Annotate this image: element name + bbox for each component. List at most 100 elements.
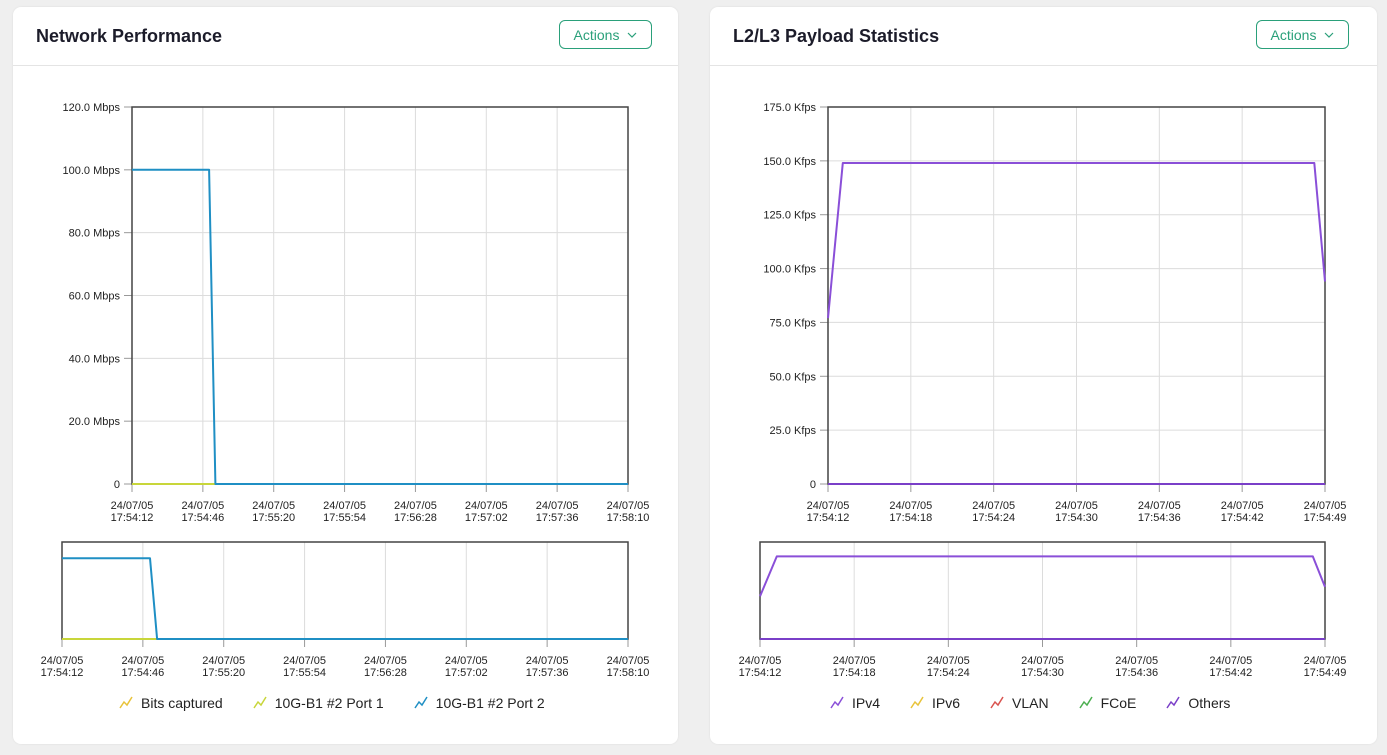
y-tick-label: 0 [810, 479, 816, 491]
x-tick-label: 24/07/05 [202, 655, 245, 667]
main-panel: 0 20.0 Mbps 40.0 Mbps 60.0 Mbps 80.0 Mbps 100… [63, 102, 650, 524]
line-series-icon [1166, 696, 1181, 709]
series-line-10g-b1-2-port-2 [132, 168, 628, 485]
x-tick-label: 17:55:54 [323, 512, 366, 524]
legend-item[interactable]: Bits captured [119, 695, 223, 711]
legend-item[interactable]: IPv4 [830, 695, 880, 711]
x-tick-label: 24/07/05 [283, 655, 326, 667]
x-tick-label: 24/07/05 [972, 500, 1015, 512]
legend-item[interactable]: IPv6 [910, 695, 960, 711]
y-tick-label: 125.0 Kfps [763, 210, 816, 222]
legend-item[interactable]: FCoE [1078, 695, 1137, 711]
x-tick-label: 17:54:30 [1021, 667, 1064, 679]
chevron-down-icon [628, 32, 637, 38]
x-tick-label: 17:54:18 [833, 667, 876, 679]
x-tick-label: 17:54:46 [181, 512, 224, 524]
x-tick-label: 17:54:24 [972, 512, 1015, 524]
x-tick-label: 24/07/05 [1221, 500, 1264, 512]
series-line-ipv4 [759, 555, 1326, 597]
y-tick-label: 0 [114, 479, 120, 491]
x-tick-label: 24/07/05 [323, 500, 366, 512]
x-tick-label: 24/07/05 [1304, 500, 1347, 512]
legend-item[interactable]: 10G-B1 #2 Port 2 [414, 695, 545, 711]
x-tick-label: 24/07/05 [394, 500, 437, 512]
x-tick-label: 17:54:42 [1221, 512, 1264, 524]
card-header: L2/L3 Payload Statistics Actions [710, 7, 1377, 66]
series-line-10g-b1-2-port-2 [62, 557, 628, 640]
legend-label: FCoE [1100, 695, 1137, 711]
x-tick-label: 17:56:28 [394, 512, 437, 524]
series-line-ipv4 [827, 162, 1326, 319]
x-tick-label: 17:54:24 [927, 667, 970, 679]
x-tick-label: 24/07/05 [1115, 655, 1158, 667]
legend-item[interactable]: 10G-B1 #2 Port 1 [253, 695, 384, 711]
y-tick-label: 175.0 Kfps [763, 102, 816, 114]
line-series-icon [1078, 696, 1093, 709]
payload-statistics-card: L2/L3 Payload Statistics Actions 0 25.0 K… [710, 7, 1377, 744]
x-tick-label: 24/07/05 [536, 500, 579, 512]
x-tick-label: 24/07/05 [1209, 655, 1252, 667]
x-tick-label: 24/07/05 [1138, 500, 1181, 512]
x-tick-label: 24/07/05 [121, 655, 164, 667]
x-tick-label: 24/07/05 [445, 655, 488, 667]
x-tick-label: 17:57:02 [445, 667, 488, 679]
chevron-down-icon [1325, 32, 1334, 38]
x-tick-label: 17:57:36 [536, 512, 579, 524]
line-series-icon [253, 696, 267, 709]
x-tick-label: 24/07/05 [607, 655, 650, 667]
legend-label: VLAN [1012, 695, 1049, 711]
x-tick-label: 24/07/05 [111, 500, 154, 512]
legend-item[interactable]: Others [1166, 695, 1230, 711]
x-tick-label: 24/07/05 [364, 655, 407, 667]
main-panel: 0 25.0 Kfps 50.0 Kfps 75.0 Kfps 100.0 Kfps 12… [763, 102, 1346, 524]
line-series-icon [910, 696, 924, 709]
x-tick-label: 17:57:36 [526, 667, 569, 679]
x-tick-label: 24/07/05 [807, 500, 850, 512]
payload-statistics-chart: 0 25.0 Kfps 50.0 Kfps 75.0 Kfps 100.0 Kfps 12… [739, 102, 1347, 679]
x-tick-label: 17:55:54 [283, 667, 326, 679]
card-title: Network Performance [36, 26, 223, 46]
line-series-icon [119, 696, 133, 709]
line-series-icon [990, 696, 1004, 709]
actions-button[interactable]: Actions [1256, 20, 1349, 49]
actions-label: Actions [573, 26, 620, 43]
x-tick-label: 17:54:42 [1209, 667, 1252, 679]
x-tick-label: 17:54:49 [1304, 512, 1347, 524]
x-tick-label: 17:54:12 [807, 512, 850, 524]
x-tick-label: 17:54:46 [121, 667, 164, 679]
y-tick-label: 120.0 Mbps [63, 102, 121, 114]
x-tick-label: 24/07/05 [526, 655, 569, 667]
network-performance-card: Network Performance Actions 0 20.0 Mbps 40… [13, 7, 678, 744]
line-series-icon [414, 696, 428, 709]
y-tick-label: 75.0 Kfps [770, 317, 817, 329]
x-tick-label: 24/07/05 [1021, 655, 1064, 667]
x-tick-label: 17:54:12 [739, 667, 782, 679]
x-tick-label: 24/07/05 [607, 500, 650, 512]
card-header: Network Performance Actions [13, 7, 678, 66]
x-tick-label: 17:57:02 [465, 512, 508, 524]
plot-frame [61, 541, 629, 640]
legend-label: Bits captured [141, 695, 223, 711]
x-tick-label: 17:54:49 [1304, 667, 1347, 679]
y-tick-label: 100.0 Kfps [763, 264, 816, 276]
x-tick-label: 17:55:20 [252, 512, 295, 524]
network-performance-chart: 0 20.0 Mbps 40.0 Mbps 60.0 Mbps 80.0 Mbps 100… [41, 102, 650, 679]
card-title: L2/L3 Payload Statistics [733, 26, 940, 46]
legend-item[interactable]: VLAN [990, 695, 1049, 711]
x-tick-label: 17:56:28 [364, 667, 407, 679]
x-tick-label: 24/07/05 [739, 655, 782, 667]
x-tick-label: 24/07/05 [927, 655, 970, 667]
x-tick-label: 24/07/05 [889, 500, 932, 512]
y-tick-label: 60.0 Mbps [69, 291, 121, 303]
x-tick-label: 17:55:20 [202, 667, 245, 679]
actions-label: Actions [1270, 26, 1317, 43]
x-tick-label: 24/07/05 [1055, 500, 1098, 512]
x-tick-label: 24/07/05 [833, 655, 876, 667]
overview-panel: 24/07/0517:54:1224/07/0517:54:1824/07/05… [739, 541, 1347, 679]
legend-label: IPv4 [852, 695, 881, 711]
x-tick-label: 17:54:36 [1138, 512, 1181, 524]
y-tick-label: 80.0 Mbps [69, 228, 121, 240]
x-tick-label: 17:58:10 [607, 667, 650, 679]
x-tick-label: 17:58:10 [607, 512, 650, 524]
actions-button[interactable]: Actions [559, 20, 652, 49]
